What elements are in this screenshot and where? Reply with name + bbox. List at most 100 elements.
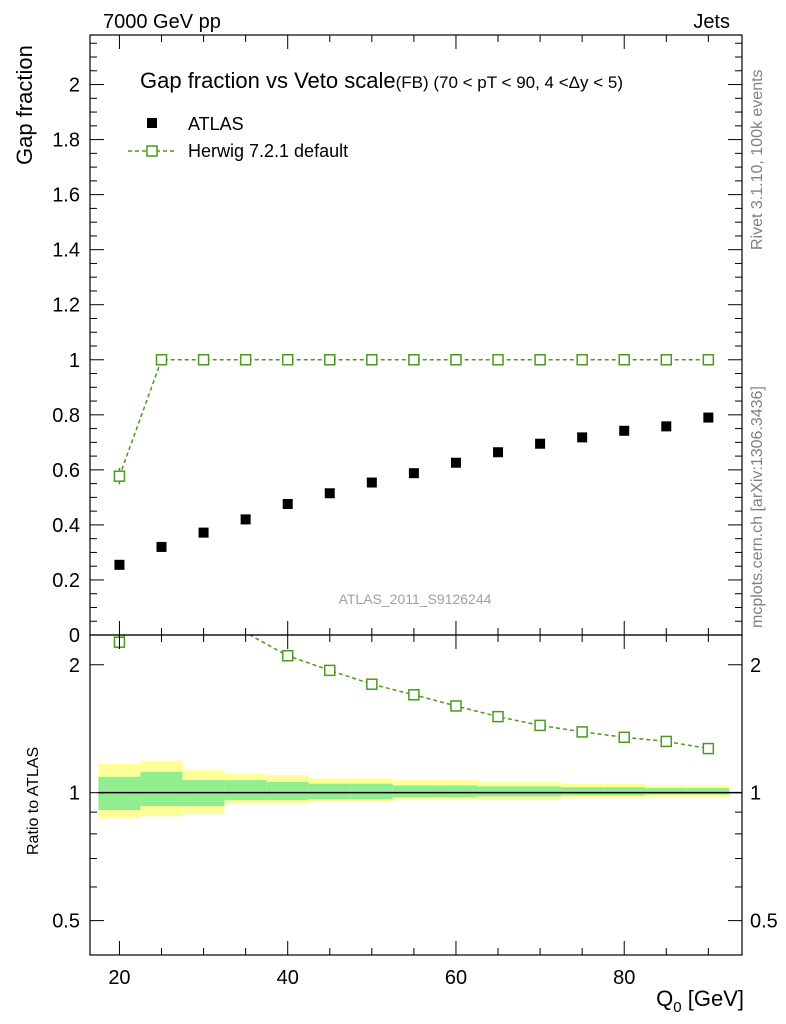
herwig-point: [366, 354, 378, 366]
ratio-bands: [98, 760, 730, 819]
ratio-plot-frame: [89, 634, 743, 956]
plot-title: Gap fraction vs Veto scale(FB) (70 < pT …: [140, 68, 623, 93]
y-tick-label: 1: [69, 350, 80, 372]
plot-title-main: Gap fraction vs Veto scale: [140, 68, 396, 93]
herwig-line: [118, 359, 709, 477]
main-axes: 0.2 0.4 0.6 0.8 1 1.2 1.4 1.6 1.8 2 0: [52, 35, 742, 647]
legend-herwig-marker: [146, 145, 158, 157]
band-inner: [392, 785, 435, 798]
y-tick-label: 0.4: [52, 515, 80, 537]
herwig-ratio-point: [281, 650, 294, 662]
x-axis-label-unit: [GeV]: [682, 986, 744, 1011]
x-axis-label-main: Q: [656, 986, 673, 1011]
legend-herwig-label: Herwig 7.2.1 default: [188, 141, 348, 161]
side-text-rivet: Rivet 3.1.10, 100k events: [749, 69, 766, 250]
herwig-point: [492, 354, 504, 366]
band-inner: [224, 780, 267, 801]
herwig-ratio-point: [534, 719, 546, 732]
band-inner: [603, 787, 646, 796]
atlas-point: [408, 468, 419, 479]
herwig-ratio-point: [366, 678, 378, 690]
herwig-ratio-line: [118, 635, 709, 750]
atlas-point: [450, 457, 461, 468]
herwig-point: [534, 354, 546, 366]
herwig-point: [576, 354, 588, 366]
herwig-point: [155, 354, 168, 366]
legend-atlas-marker: [147, 118, 157, 128]
ratio-y-tick-label-right: 2: [750, 655, 761, 677]
band-inner: [561, 787, 604, 796]
y-tick-label: 0.2: [52, 570, 80, 592]
band-inner: [308, 783, 351, 800]
ratio-y-tick-label-right: 0.5: [750, 911, 778, 933]
herwig-point: [408, 354, 420, 366]
y-tick-label-zero: 0: [69, 625, 80, 647]
ratio-series: [113, 635, 715, 755]
x-tick-label: 40: [277, 967, 299, 989]
atlas-point: [240, 514, 251, 525]
herwig-point: [113, 470, 126, 482]
atlas-point: [493, 447, 504, 458]
herwig-ratio-point: [660, 735, 673, 748]
herwig-ratio-point: [408, 689, 420, 701]
band-inner: [350, 783, 393, 800]
ratio-y-tick-label-left: 2: [69, 655, 80, 677]
band-inner: [645, 788, 688, 795]
main-series: [113, 354, 715, 570]
herwig-ratio-point: [618, 731, 630, 744]
legend: ATLAS Herwig 7.2.1 default: [128, 114, 348, 161]
atlas-point: [198, 527, 209, 538]
herwig-ratio-point: [324, 664, 336, 677]
herwig-point: [702, 354, 715, 366]
atlas-point: [535, 438, 546, 449]
herwig-ratio-point: [702, 742, 715, 755]
atlas-point: [156, 541, 167, 552]
herwig-point: [660, 354, 673, 366]
y-tick-label: 1.8: [52, 130, 80, 152]
ratio-y-axis-label: Ratio to ATLAS: [25, 747, 42, 855]
ratio-y-tick-label-left: 0.5: [52, 911, 80, 933]
atlas-point: [619, 425, 630, 436]
herwig-ratio-point: [576, 726, 588, 738]
x-tick-label: 80: [613, 967, 635, 989]
x-axis-label: Q0 [GeV]: [656, 986, 744, 1016]
herwig-point: [324, 354, 336, 366]
herwig-point: [239, 354, 252, 366]
y-tick-label: 2: [69, 75, 80, 97]
atlas-point: [282, 498, 293, 509]
x-tick-label: 60: [445, 967, 467, 989]
y-tick-label: 0.6: [52, 460, 80, 482]
main-y-axis-label: Gap fraction: [12, 45, 37, 165]
atlas-point: [324, 488, 335, 499]
band-inner: [687, 788, 730, 795]
ratio-axes: 20 40 60 80 0.5 0.5 1 1 2 2: [52, 635, 778, 989]
band-inner: [434, 785, 477, 798]
herwig-point: [197, 354, 210, 366]
plot-title-sub: (FB) (70 < pT < 90, 4 <Δy < 5): [396, 73, 623, 92]
herwig-ratio-point: [450, 700, 462, 712]
y-tick-label: 1.6: [52, 185, 80, 207]
ratio-y-tick-label-left: 1: [69, 783, 80, 805]
ratio-y-tick-label-right: 1: [750, 783, 761, 805]
atlas-point: [577, 432, 588, 443]
x-axis-label-sub: 0: [673, 999, 681, 1016]
band-inner: [266, 781, 309, 801]
herwig-point: [618, 354, 630, 366]
atlas-point: [703, 412, 714, 423]
header-left: 7000 GeV pp: [103, 11, 221, 33]
analysis-watermark: ATLAS_2011_S9126244: [339, 591, 492, 607]
atlas-point: [114, 559, 125, 570]
atlas-point: [661, 421, 672, 432]
herwig-point: [450, 354, 462, 366]
header-right: Jets: [693, 11, 730, 33]
legend-atlas-label: ATLAS: [188, 114, 244, 134]
band-inner: [476, 786, 520, 797]
band-inner: [140, 771, 183, 807]
atlas-point: [366, 477, 377, 488]
side-text-mcplots: mcplots.cern.ch [arXiv:1306.3436]: [749, 386, 766, 628]
x-tick-label: 20: [108, 967, 130, 989]
herwig-point: [281, 354, 294, 366]
herwig-ratio-point: [492, 710, 504, 723]
band-inner: [98, 776, 141, 811]
